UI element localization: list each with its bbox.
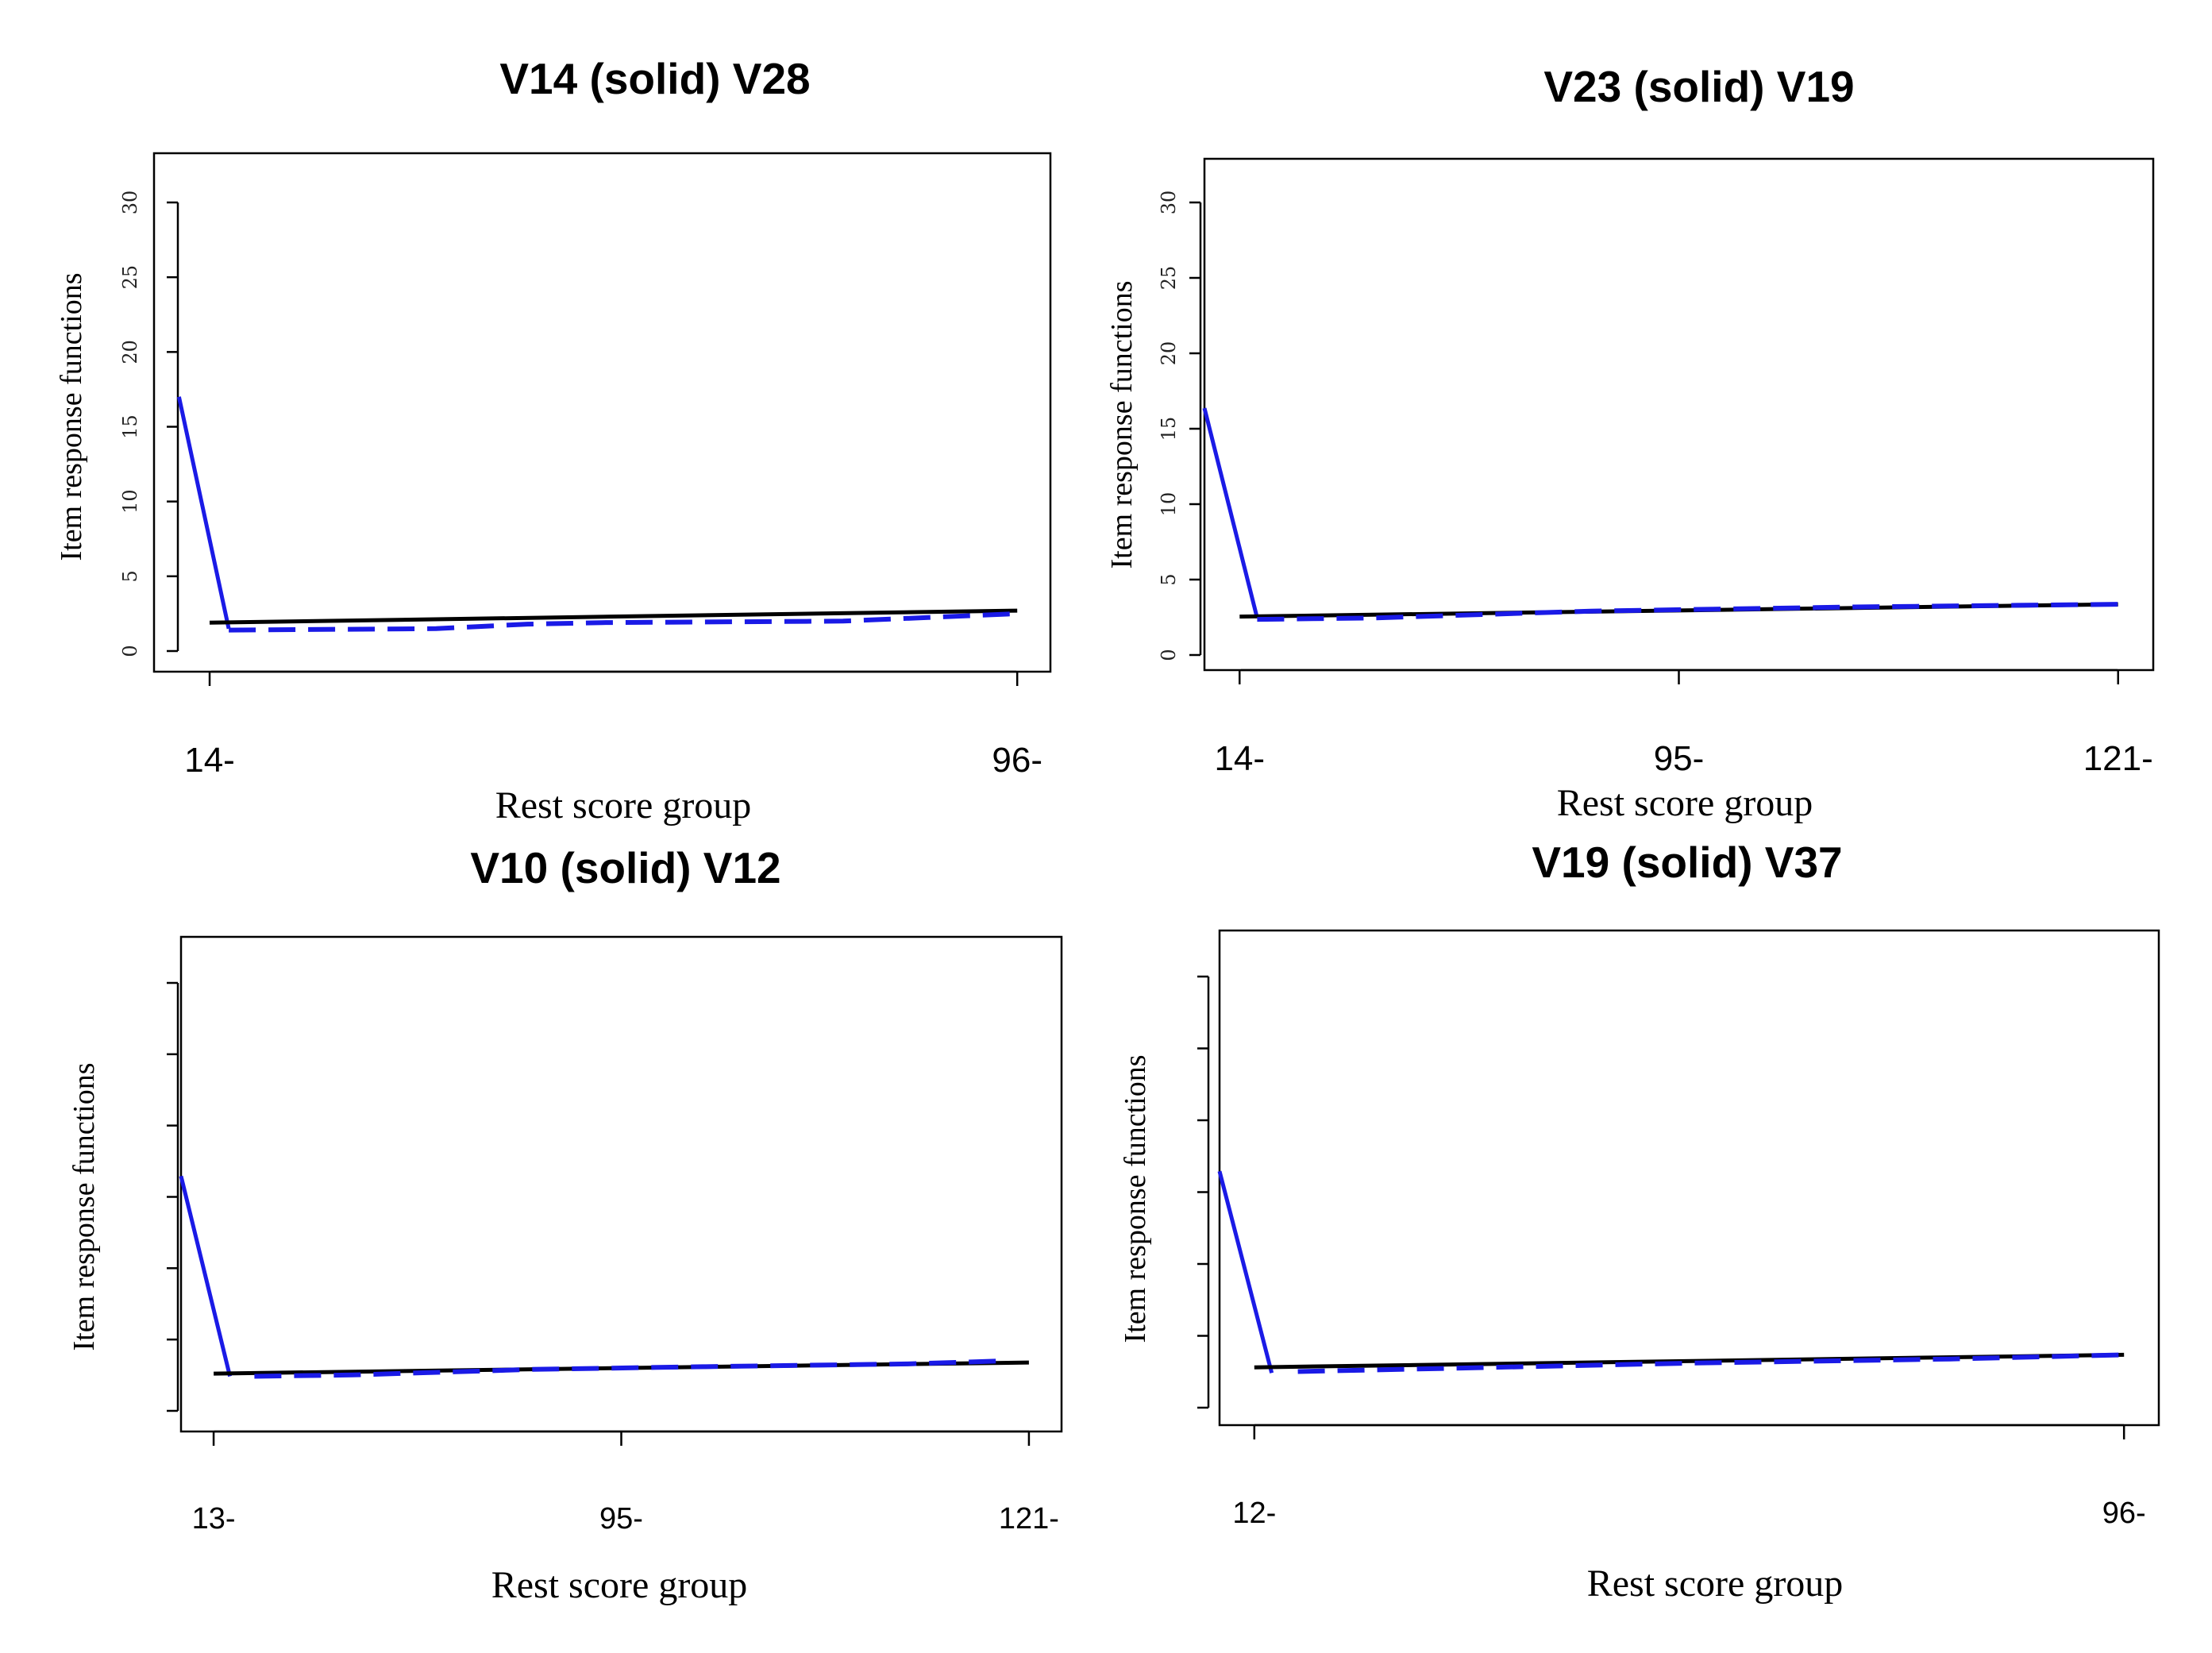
x-tick-label: 14- [1214, 739, 1265, 778]
x-tick-label: 12- [1232, 1497, 1276, 1530]
y-axis-label: Item response functions [55, 272, 88, 561]
y-tick-label: 20 [1158, 341, 1180, 366]
y-tick-label: 10 [119, 489, 141, 514]
y-tick-label: 0 [1158, 649, 1180, 661]
chart-title: V10 (solid) V12 [470, 843, 780, 892]
panel-v14-v28: V14 (solid) V28 0 5 10 15 20 25 30 14- 96- Rest… [55, 54, 1052, 826]
series-solid-line [176, 396, 231, 630]
plot-frame [1218, 929, 2160, 1427]
y-tick-label: 10 [1158, 492, 1180, 517]
series-group [179, 1175, 1029, 1379]
y-axis-label: Item response functions [67, 1062, 101, 1351]
x-tick-label: 95- [1654, 739, 1705, 778]
y-ticks [1197, 975, 1208, 1409]
x-axis-label: Rest score group [1557, 782, 1813, 824]
series-group [1217, 1170, 2125, 1374]
x-ticks: 14- 96- [184, 672, 1042, 780]
y-tick-label: 0 [119, 645, 141, 657]
series-dashed-line [229, 611, 1018, 633]
y-tick-label: 5 [1158, 573, 1180, 585]
series-dashed-line [1297, 1352, 2125, 1374]
y-tick-label: 15 [119, 414, 141, 439]
x-tick-label: 13- [192, 1502, 236, 1535]
x-tick-label: 121- [999, 1502, 1059, 1535]
y-tick-label: 20 [119, 340, 141, 364]
series-dashed-line [254, 1358, 996, 1379]
x-tick-label: 96- [992, 741, 1042, 780]
series-group [176, 396, 1018, 633]
y-tick-label: 15 [1158, 417, 1180, 441]
y-ticks: 0 5 10 15 20 25 30 [1158, 191, 1200, 661]
chart-title: V19 (solid) V37 [1532, 838, 1842, 887]
x-tick-label: 14- [184, 741, 235, 780]
x-ticks: 13- 95- 121- [192, 1431, 1059, 1535]
x-tick-label: 121- [2083, 739, 2153, 778]
panel-v10-v12: V10 (solid) V12 13- 95- 121- Rest score gr… [67, 843, 1063, 1606]
x-axis-label: Rest score group [1587, 1562, 1844, 1605]
x-ticks: 12- 96- [1232, 1425, 2146, 1530]
plot-frame [152, 152, 1052, 673]
y-axis-label: Item response functions [1119, 1054, 1152, 1343]
chart-title: V23 (solid) V19 [1543, 62, 1854, 111]
series-black-line [209, 608, 1018, 625]
x-axis-label: Rest score group [495, 784, 752, 826]
series-solid-line [179, 1175, 233, 1378]
chart-title: V14 (solid) V28 [499, 54, 810, 103]
panel-v19-v37: V19 (solid) V37 12- 96- Rest score group … [1119, 838, 2160, 1605]
series-solid-line [1217, 1170, 1274, 1374]
y-tick-label: 25 [119, 265, 141, 290]
y-tick-label: 5 [119, 570, 141, 582]
x-axis-label: Rest score group [491, 1564, 748, 1606]
y-axis-label: Item response functions [1105, 280, 1139, 568]
y-tick-label: 30 [119, 191, 141, 215]
plot-frame [1203, 157, 2155, 672]
plot-frame [179, 935, 1063, 1433]
y-tick-label: 30 [1158, 191, 1180, 215]
y-ticks: 0 5 10 15 20 25 30 [119, 191, 178, 657]
x-tick-label: 95- [599, 1502, 643, 1535]
series-group [1202, 407, 2118, 622]
y-tick-label: 25 [1158, 266, 1180, 291]
y-ticks [167, 981, 178, 1412]
x-tick-label: 96- [2102, 1497, 2146, 1530]
series-dashed-line [1257, 602, 2118, 622]
x-ticks: 14- 95- 121- [1214, 670, 2153, 778]
series-solid-line [1202, 407, 1259, 619]
